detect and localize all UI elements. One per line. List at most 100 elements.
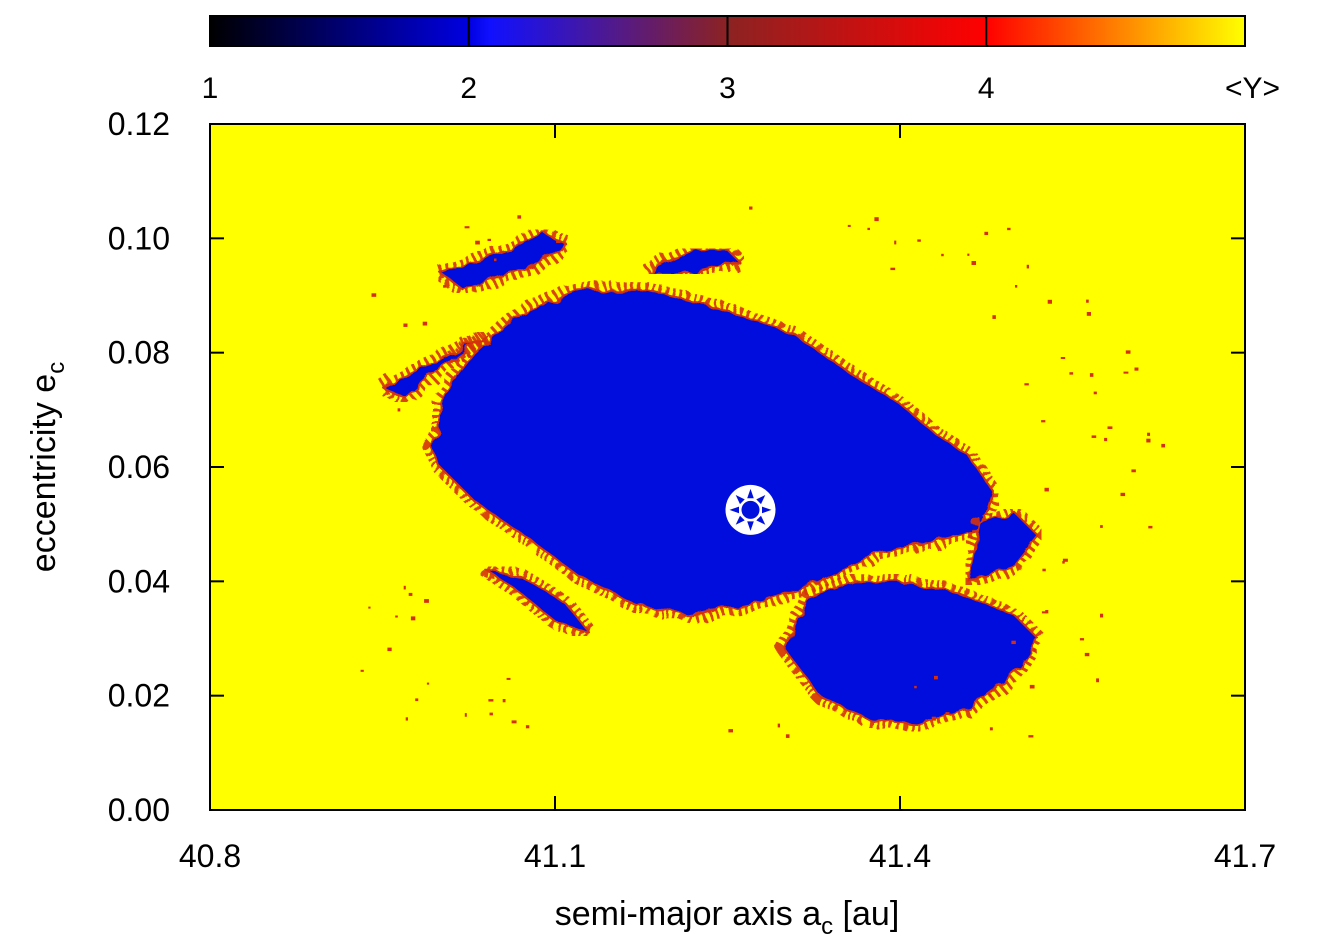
chaotic-speck — [1146, 438, 1151, 443]
chaotic-speck — [1120, 492, 1126, 497]
region-top-left-island — [432, 224, 575, 298]
plot-area: 40.8 41.1 41.4 41.7 0.00 0.02 0.04 0.06 0.08 0.1… — [108, 106, 1276, 874]
chaotic-speck — [422, 321, 428, 326]
chaotic-speck — [1011, 640, 1016, 645]
x-tick-label: 41.1 — [524, 838, 586, 874]
chaotic-speck — [502, 699, 506, 703]
chaotic-speck — [988, 693, 992, 697]
region-lower-left-island — [478, 561, 598, 641]
regular-island — [784, 580, 1039, 726]
chaotic-speck — [1041, 611, 1047, 614]
chaotic-speck — [941, 253, 944, 257]
chaotic-speck — [395, 615, 398, 618]
marker-ray — [762, 506, 772, 514]
chaotic-speck — [1045, 610, 1049, 614]
chaotic-speck — [1086, 312, 1091, 316]
chaotic-speck — [1029, 684, 1035, 689]
chaotic-speck — [368, 606, 371, 609]
colorbar-label: <Y> — [1225, 72, 1280, 105]
chaotic-speck — [1091, 435, 1097, 438]
marker-ray — [735, 515, 745, 525]
chaotic-speck — [984, 231, 989, 236]
region-lower-right-island — [777, 573, 1046, 733]
chaotic-speck — [1125, 350, 1131, 354]
chaotic-speck — [464, 226, 470, 229]
chaotic-speck — [525, 725, 530, 729]
chaotic-speck — [894, 240, 897, 245]
chaotic-speck — [511, 720, 517, 724]
chaotic-speck — [1086, 299, 1089, 303]
chaotic-speck — [556, 239, 561, 244]
y-axis-label: eccentricity ec — [25, 362, 70, 572]
marker-ray — [735, 495, 745, 505]
marker-ray — [729, 506, 739, 514]
nominal-orbit-marker — [725, 484, 776, 535]
stability-regions — [360, 206, 1166, 738]
y-axis: 0.00 0.02 0.04 0.06 0.08 0.10 0.12 — [108, 106, 1245, 828]
chaotic-speck — [1042, 568, 1046, 572]
colorbar-tick-label: 1 — [202, 72, 219, 105]
chaotic-speck — [1060, 357, 1066, 360]
chaotic-speck — [1026, 264, 1030, 269]
chaotic-speck — [992, 315, 996, 319]
x-tick-label: 41.4 — [869, 838, 931, 874]
chaotic-speck — [517, 215, 522, 219]
chaotic-speck — [967, 253, 970, 256]
chaotic-speck — [494, 258, 497, 262]
chaotic-speck — [1093, 391, 1097, 395]
y-tick-label: 0.04 — [108, 563, 170, 599]
region-left-finger — [374, 327, 494, 407]
chaotic-speck — [1041, 420, 1046, 423]
chaotic-speck — [1044, 487, 1049, 492]
chaotic-speck — [1107, 426, 1113, 429]
chaotic-speck — [387, 647, 392, 652]
chaotic-speck — [1100, 613, 1104, 618]
chaotic-speck — [931, 716, 936, 721]
chaotic-speck — [464, 713, 467, 717]
chaotic-speck — [1015, 285, 1018, 288]
regular-island — [485, 568, 591, 634]
chaotic-speck — [1069, 372, 1074, 375]
chaotic-speck — [426, 682, 430, 685]
marker-ray — [756, 515, 766, 525]
chaotic-speck — [371, 293, 377, 297]
chaotic-speck — [917, 239, 921, 242]
y-tick-label: 0.10 — [108, 220, 170, 256]
chaotic-speck — [749, 206, 753, 210]
chaotic-speck — [874, 217, 879, 222]
chaotic-speck — [424, 599, 429, 603]
chaotic-speck — [777, 723, 781, 728]
y-tick-label: 0.00 — [108, 792, 170, 828]
colorbar-tick-label: 3 — [719, 72, 736, 105]
chaotic-speck — [1062, 561, 1065, 564]
chaotic-speck — [1096, 678, 1100, 683]
colorbar-tick-label: 4 — [978, 72, 995, 105]
chaotic-speck — [1147, 432, 1151, 436]
x-axis-label: semi-major axis ac [au] — [555, 895, 900, 940]
chaotic-speck — [403, 323, 408, 327]
chaotic-speck — [1134, 367, 1139, 371]
chaotic-speck — [1079, 638, 1085, 641]
chaotic-speck — [488, 699, 494, 702]
regular-island — [439, 231, 568, 291]
chaotic-speck — [914, 685, 917, 689]
chaotic-speck — [1131, 469, 1136, 473]
y-tick-label: 0.12 — [108, 106, 170, 142]
chaotic-speck — [403, 585, 406, 590]
chaotic-speck — [410, 616, 416, 621]
chaotic-speck — [1033, 648, 1036, 652]
y-tick-label: 0.02 — [108, 678, 170, 714]
chaotic-speck — [934, 675, 938, 680]
regular-island — [968, 511, 1039, 583]
chaotic-speck — [1148, 525, 1153, 529]
regular-island — [381, 334, 487, 400]
chaotic-speck — [971, 261, 977, 265]
marker-ray — [756, 495, 766, 505]
chaotic-speck — [1028, 735, 1034, 738]
y-tick-label: 0.06 — [108, 449, 170, 485]
x-tick-label: 40.8 — [179, 838, 241, 874]
chaotic-speck — [1161, 443, 1166, 448]
chaotic-speck — [1084, 652, 1090, 657]
chaotic-speck — [867, 227, 870, 231]
